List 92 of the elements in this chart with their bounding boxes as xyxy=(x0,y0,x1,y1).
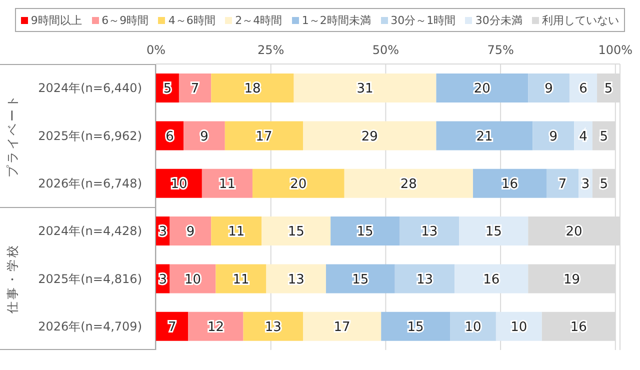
data-label: 13 xyxy=(416,272,434,288)
y-tick-label: 2024年(n=6,440) xyxy=(38,81,142,96)
data-label: 20 xyxy=(474,82,490,97)
data-label: 6 xyxy=(579,82,588,97)
data-label: 9 xyxy=(186,224,195,240)
data-label: 16 xyxy=(501,176,518,192)
data-label: 15 xyxy=(352,272,369,288)
data-label: 5 xyxy=(600,176,608,192)
legend-label: 30分未満 xyxy=(474,12,522,28)
data-label: 15 xyxy=(288,224,304,240)
legend-label: 2～4時間 xyxy=(234,12,282,28)
bar xyxy=(224,121,304,150)
x-tick-label: 25% xyxy=(258,43,284,57)
legend-label: 6～9時間 xyxy=(100,12,149,28)
data-label: 4 xyxy=(579,129,588,144)
y-tick-label: 2024年(n=4,428) xyxy=(38,224,142,238)
bar xyxy=(344,168,473,198)
data-label: 3 xyxy=(158,224,168,240)
bar xyxy=(252,168,344,198)
bar xyxy=(170,216,212,246)
x-tick-label: 75% xyxy=(487,43,514,57)
data-label: 29 xyxy=(361,129,378,144)
bar xyxy=(546,168,579,198)
data-label: 16 xyxy=(483,272,500,288)
data-label: 20 xyxy=(290,176,307,192)
data-label: 10 xyxy=(510,320,528,335)
data-label: 15 xyxy=(485,224,502,240)
y-tick-label: 2026年(n=6,748) xyxy=(38,176,142,190)
legend-label: 利用していない xyxy=(541,12,620,28)
bar xyxy=(528,74,570,103)
bar xyxy=(459,216,528,246)
x-tick-label: 50% xyxy=(372,43,400,57)
data-label: 18 xyxy=(244,82,261,97)
data-label: 15 xyxy=(356,224,374,240)
data-label: 10 xyxy=(170,176,188,192)
data-label: 13 xyxy=(288,272,304,288)
data-label: 7 xyxy=(558,176,567,192)
data-label: 9 xyxy=(200,129,208,144)
data-label: 5 xyxy=(604,82,613,97)
legend-label: 1～2時間未満 xyxy=(300,12,371,28)
data-label: 17 xyxy=(256,129,272,144)
data-label: 20 xyxy=(566,224,582,240)
data-label: 9 xyxy=(549,129,558,144)
data-label: 10 xyxy=(464,320,482,335)
data-label: 15 xyxy=(407,320,424,335)
data-label: 5 xyxy=(600,129,608,144)
data-label: 13 xyxy=(421,224,438,240)
data-label: 12 xyxy=(207,320,224,335)
bar xyxy=(178,74,212,103)
data-label: 31 xyxy=(356,82,374,97)
legend-label: 30分～1時間 xyxy=(390,12,456,28)
bar xyxy=(532,121,574,150)
data-label: 21 xyxy=(476,129,493,144)
data-label: 10 xyxy=(184,272,202,288)
bar xyxy=(436,121,533,150)
bar xyxy=(303,121,436,150)
x-tick-label: 100% xyxy=(598,43,633,57)
y-tick-label: 2025年(n=6,962) xyxy=(38,128,142,143)
data-label: 3 xyxy=(581,176,590,192)
data-label: 6 xyxy=(166,129,174,144)
y-tick-label: 2025年(n=4,816) xyxy=(38,272,142,286)
bar xyxy=(330,216,400,246)
data-label: 17 xyxy=(334,320,350,335)
x-tick-label: 0% xyxy=(146,43,166,57)
data-label: 9 xyxy=(544,82,553,97)
data-label: 7 xyxy=(168,320,176,335)
data-label: 11 xyxy=(232,272,250,288)
data-label: 3 xyxy=(158,272,168,288)
bar xyxy=(184,121,225,150)
data-label: 19 xyxy=(563,272,580,288)
data-label: 28 xyxy=(400,176,417,192)
bar xyxy=(381,312,450,341)
y-tick-label: 2026年(n=4,709) xyxy=(38,319,142,334)
text: 仕事・学校 xyxy=(4,244,20,314)
bar xyxy=(294,74,436,103)
text: プライベート xyxy=(4,94,20,178)
bar xyxy=(262,216,331,246)
data-label: 11 xyxy=(228,224,245,240)
bar xyxy=(303,312,382,341)
data-label: 7 xyxy=(190,82,200,97)
data-label: 13 xyxy=(264,320,282,335)
bar xyxy=(472,168,546,198)
legend-label: 9時間以上 xyxy=(30,12,82,28)
data-label: 16 xyxy=(570,320,587,335)
bar xyxy=(326,264,395,294)
bar xyxy=(454,264,528,294)
bar xyxy=(156,312,188,341)
data-label: 5 xyxy=(163,82,172,97)
bar xyxy=(211,74,294,103)
data-label: 11 xyxy=(218,176,236,192)
legend-label: 4～6時間 xyxy=(167,12,216,28)
bar xyxy=(436,74,528,103)
